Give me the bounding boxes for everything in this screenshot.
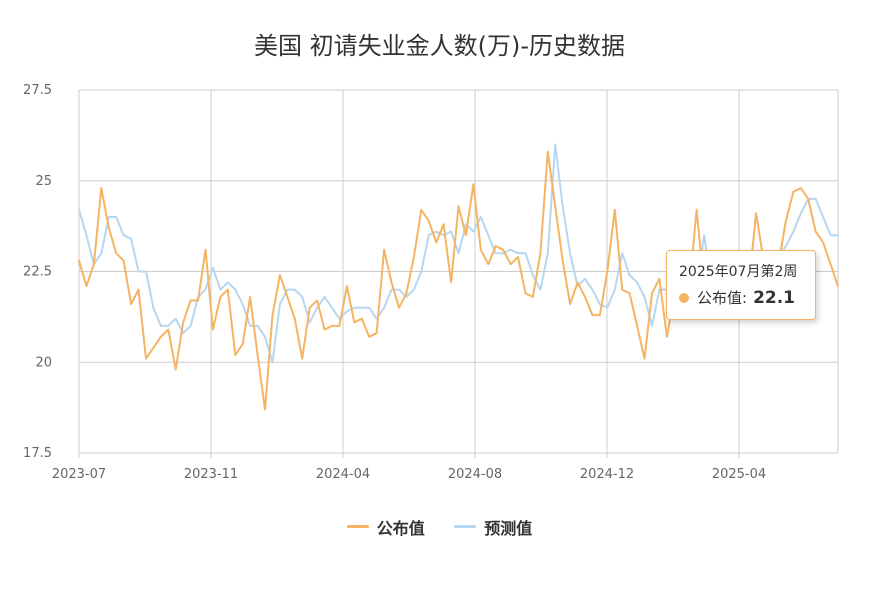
legend-label-forecast: 预测值 <box>484 518 533 538</box>
legend-label-published: 公布值 <box>376 518 425 538</box>
y-tick-label: 27.5 <box>23 83 52 98</box>
tooltip-series-dot <box>679 292 689 303</box>
data-tooltip: 2025年07月第2周 公布值: 22.1 <box>666 250 816 320</box>
x-tick-label: 2025-04 <box>712 467 766 482</box>
y-tick-label: 17.5 <box>23 446 52 461</box>
y-tick-label: 25 <box>35 174 52 189</box>
tooltip-row: 公布值: 22.1 <box>679 287 803 308</box>
y-tick-label: 22.5 <box>23 265 52 280</box>
legend-item-forecast[interactable]: 预测值 <box>454 515 532 539</box>
legend-swatch-forecast <box>454 525 477 528</box>
x-tick-label: 2023-07 <box>52 467 106 482</box>
legend: 公布值 预测值 <box>0 513 879 539</box>
x-tick-label: 2024-08 <box>448 467 502 482</box>
x-tick-label: 2024-12 <box>580 467 634 482</box>
x-tick-label: 2023-11 <box>184 467 238 482</box>
legend-swatch-published <box>346 525 369 528</box>
tooltip-series-label: 公布值: <box>697 289 748 307</box>
legend-item-published[interactable]: 公布值 <box>346 515 425 539</box>
tooltip-value: 22.1 <box>753 287 796 308</box>
axis-labels: 17.5 20 22.5 25 27.5 2023-07 2023-11 2024-04 202… <box>23 83 766 482</box>
y-tick-label: 20 <box>35 355 52 370</box>
tooltip-title: 2025年07月第2周 <box>679 264 798 280</box>
chart-title: 美国 初请失业金人数(万)-历史数据 <box>253 32 625 60</box>
x-tick-label: 2024-04 <box>316 467 370 482</box>
